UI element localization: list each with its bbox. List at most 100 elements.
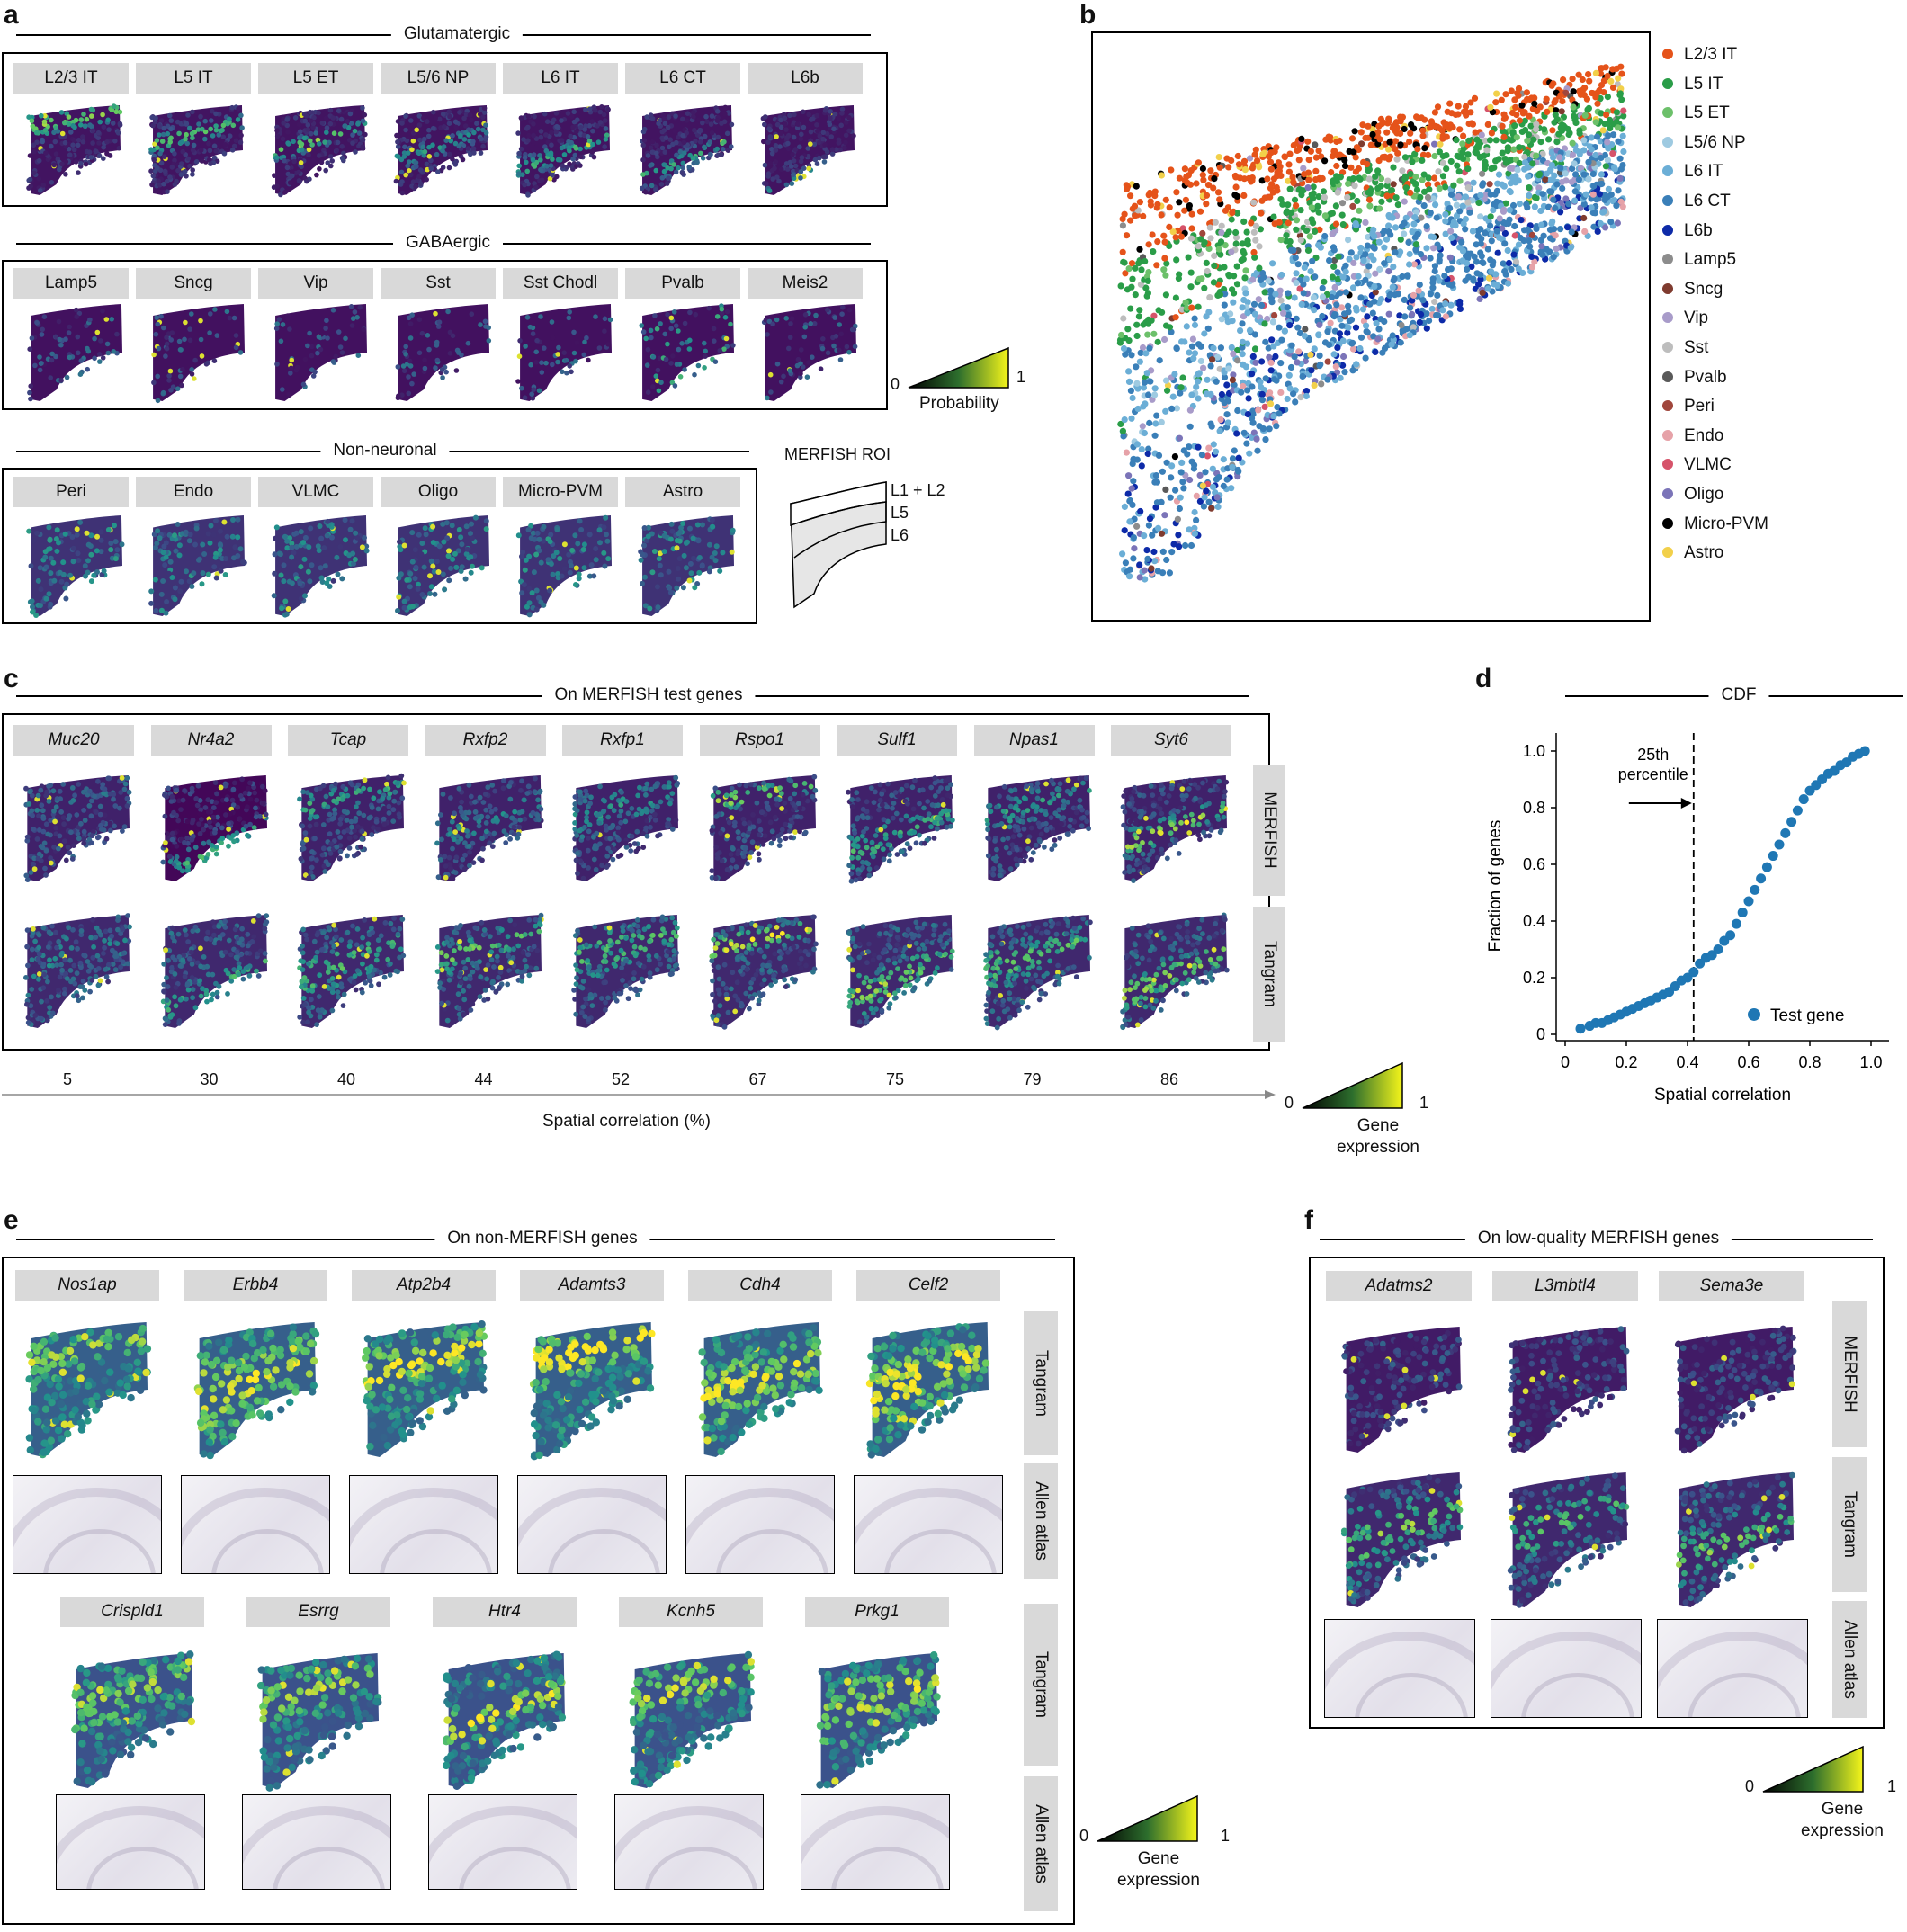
cell-point	[1446, 100, 1454, 107]
cell-point	[1529, 160, 1536, 167]
cell-point	[1318, 380, 1325, 388]
cell-point	[1138, 462, 1145, 470]
cell-point	[1615, 187, 1622, 194]
cell-point	[1411, 150, 1419, 157]
merfish-syt6	[1120, 775, 1230, 883]
gene-expression-gradient-c	[1302, 1061, 1403, 1109]
cell-point	[1161, 238, 1168, 246]
legend-item-vip: Vip	[1662, 309, 1708, 328]
y-tick-label: 0	[1536, 1025, 1545, 1043]
cell-point	[1508, 87, 1515, 94]
cell-point	[1401, 125, 1408, 133]
cell-point	[1225, 365, 1232, 372]
cell-point	[1334, 189, 1341, 196]
cell-point	[1140, 403, 1147, 410]
cell-point	[1287, 209, 1295, 216]
cell-point	[1291, 294, 1298, 301]
cell-point	[1276, 167, 1283, 174]
allen-atlas-erbb4	[181, 1475, 330, 1574]
cell-point	[1123, 449, 1130, 456]
cell-point	[1211, 252, 1218, 259]
cell-point	[1185, 172, 1192, 179]
cell-point	[1521, 153, 1528, 161]
cell-point	[1431, 174, 1438, 182]
cell-point	[1151, 432, 1159, 439]
cell-point	[1428, 305, 1436, 313]
cell-point	[1176, 543, 1183, 550]
cbar-max: 1	[1016, 368, 1026, 386]
cell-point	[1223, 381, 1231, 389]
cell-point	[1439, 159, 1446, 166]
cell-point	[1539, 191, 1546, 198]
legend-dot	[1662, 312, 1673, 324]
cell-point	[1585, 71, 1592, 78]
cell-point	[1495, 171, 1503, 178]
cell-point	[1404, 273, 1411, 280]
tab-sst-chodl: Sst Chodl	[503, 268, 618, 299]
glutamatergic-title: Glutamatergic	[390, 21, 524, 48]
cell-point	[1309, 195, 1317, 202]
gene-tab-npas1: Npas1	[973, 725, 1095, 756]
cell-point	[1256, 423, 1263, 430]
cell-point	[1533, 121, 1540, 128]
merfish-nr4a2	[159, 775, 269, 881]
cell-point	[1171, 371, 1178, 378]
cell-point	[1210, 184, 1217, 192]
cell-point	[1177, 233, 1185, 240]
cell-point	[1138, 446, 1145, 453]
cell-point	[1271, 220, 1278, 228]
cell-point	[1617, 85, 1625, 93]
tissue-l5-et	[271, 105, 368, 198]
cell-point	[1187, 269, 1195, 276]
tissue-vip	[273, 304, 367, 401]
cell-point	[1588, 204, 1595, 211]
legend-dot	[1662, 165, 1673, 177]
cell-point	[1338, 304, 1346, 311]
cell-point	[1195, 443, 1202, 451]
cell-point	[1500, 206, 1508, 213]
tab-l2-3-it: L2/3 IT	[13, 63, 129, 94]
correlation-value: 67	[748, 1070, 767, 1088]
cell-point	[1204, 325, 1212, 332]
cell-point	[1356, 207, 1363, 214]
tangram-kcnh5	[629, 1650, 755, 1788]
cell-point	[1145, 522, 1152, 529]
cell-point	[1550, 254, 1557, 261]
cell-point	[1607, 125, 1614, 132]
cell-point	[1203, 192, 1211, 199]
cell-point	[1133, 456, 1141, 463]
cell-point	[1548, 148, 1555, 156]
cell-point	[1486, 137, 1494, 144]
cell-point	[1278, 336, 1285, 344]
cell-point	[1569, 151, 1576, 158]
cell-point	[1518, 217, 1525, 224]
cell-point	[1515, 241, 1522, 248]
cell-point	[1187, 283, 1195, 291]
cell-point	[1502, 220, 1509, 228]
cell-point	[1459, 247, 1467, 255]
cell-point	[1286, 185, 1294, 192]
cell-point	[1418, 310, 1425, 318]
cell-point	[1181, 165, 1188, 173]
cell-point	[1265, 277, 1272, 284]
cell-point	[1344, 193, 1351, 201]
cell-point	[1249, 353, 1257, 360]
cell-point	[1386, 291, 1393, 300]
cell-point	[1442, 300, 1449, 308]
cell-point	[1487, 103, 1494, 111]
cell-point	[1417, 193, 1424, 201]
cell-point	[1319, 312, 1326, 320]
cell-point	[1388, 187, 1395, 194]
cell-point	[1430, 234, 1437, 241]
cdf-point	[1761, 862, 1772, 872]
cell-point	[1512, 179, 1519, 186]
cell-point	[1130, 478, 1137, 485]
cell-point	[1138, 266, 1145, 273]
cell-point	[1261, 320, 1268, 327]
legend-item-l6-it: L6 IT	[1662, 162, 1723, 182]
cell-point	[1119, 427, 1126, 434]
legend-label: L6 CT	[1684, 192, 1731, 210]
cell-point	[1560, 76, 1567, 84]
cell-point	[1350, 259, 1357, 266]
cell-point	[1588, 134, 1595, 141]
